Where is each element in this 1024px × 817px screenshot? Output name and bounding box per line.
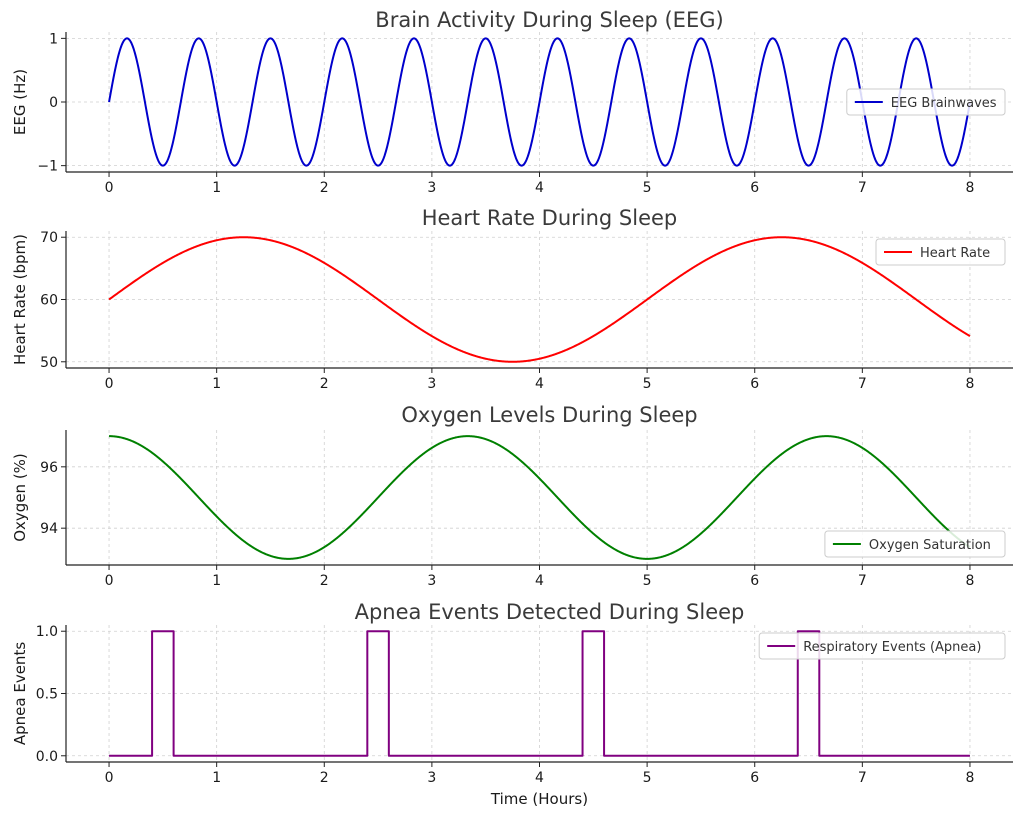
x-tick-label: 8 bbox=[965, 770, 974, 786]
x-tick-label: 1 bbox=[212, 376, 221, 392]
legend-label: Heart Rate bbox=[920, 246, 990, 261]
x-tick-label: 7 bbox=[858, 180, 867, 196]
legend: Oxygen Saturation bbox=[824, 530, 1006, 558]
x-tick-label: 0 bbox=[105, 770, 114, 786]
x-tick-label: 2 bbox=[320, 573, 329, 589]
x-tick-label: 6 bbox=[750, 180, 759, 196]
y-tick-label: 50 bbox=[40, 355, 58, 371]
y-tick-label: −1 bbox=[37, 159, 58, 175]
legend-box bbox=[824, 530, 1006, 558]
legend-box bbox=[875, 238, 1006, 266]
y-tick-label: 0 bbox=[49, 95, 58, 111]
x-tick-label: 4 bbox=[535, 770, 544, 786]
y-axis-label: Oxygen (%) bbox=[11, 453, 29, 542]
y-tick-label: 96 bbox=[40, 460, 58, 476]
series-line bbox=[108, 236, 971, 363]
x-tick-label: 7 bbox=[858, 376, 867, 392]
series-line bbox=[108, 435, 971, 560]
x-tick-label: 5 bbox=[643, 573, 652, 589]
x-tick-label: 5 bbox=[643, 376, 652, 392]
y-tick-label: 1.0 bbox=[36, 624, 58, 640]
x-tick-label: 5 bbox=[643, 180, 652, 196]
y-tick-label: 1 bbox=[49, 31, 58, 47]
x-tick-label: 3 bbox=[427, 770, 436, 786]
y-axis-label: Apnea Events bbox=[11, 642, 29, 745]
x-tick-label: 6 bbox=[750, 376, 759, 392]
legend: Respiratory Events (Apnea) bbox=[758, 632, 1006, 660]
legend: Heart Rate bbox=[875, 238, 1006, 266]
x-tick-label: 4 bbox=[535, 180, 544, 196]
x-tick-label: 1 bbox=[212, 573, 221, 589]
subplot-2: 0 1 2 3 4 5 6 7 8 50 60 70 Heart Rate During Sleep He… bbox=[11, 206, 1013, 392]
x-tick-label: 0 bbox=[105, 180, 114, 196]
x-tick-label: 3 bbox=[427, 180, 436, 196]
legend-label: EEG Brainwaves bbox=[891, 96, 997, 111]
x-tick-label: 7 bbox=[858, 770, 867, 786]
subplot-4: 0 1 2 3 4 5 6 7 8 0.0 0.5 1.0 Apnea Events Detected … bbox=[11, 600, 1013, 808]
x-tick-label: 0 bbox=[105, 573, 114, 589]
x-axis-label: Time (Hours) bbox=[490, 790, 588, 808]
x-tick-label: 2 bbox=[320, 770, 329, 786]
chart-title: Brain Activity During Sleep (EEG) bbox=[375, 8, 723, 32]
chart-title: Oxygen Levels During Sleep bbox=[401, 403, 697, 427]
y-tick-label: 60 bbox=[40, 293, 58, 309]
x-tick-label: 6 bbox=[750, 770, 759, 786]
y-axis-label: EEG (Hz) bbox=[11, 69, 29, 135]
x-tick-label: 1 bbox=[212, 180, 221, 196]
x-tick-label: 5 bbox=[643, 770, 652, 786]
y-axis-label: Heart Rate (bpm) bbox=[11, 234, 29, 365]
x-tick-label: 6 bbox=[750, 573, 759, 589]
legend: EEG Brainwaves bbox=[846, 88, 1006, 116]
x-tick-label: 2 bbox=[320, 180, 329, 196]
x-tick-label: 2 bbox=[320, 376, 329, 392]
x-tick-label: 8 bbox=[965, 180, 974, 196]
legend-box bbox=[758, 632, 1006, 660]
x-tick-label: 4 bbox=[535, 573, 544, 589]
legend-label: Oxygen Saturation bbox=[869, 538, 991, 553]
y-tick-label: 0.5 bbox=[36, 687, 58, 703]
y-tick-label: 70 bbox=[40, 230, 58, 246]
x-tick-label: 3 bbox=[427, 573, 436, 589]
chart-title: Apnea Events Detected During Sleep bbox=[355, 600, 745, 624]
y-tick-label: 94 bbox=[40, 521, 58, 537]
subplot-1: 0 1 2 3 4 5 6 7 8 −1 0 1 Brain Activity During Sleep… bbox=[11, 8, 1013, 196]
x-tick-label: 8 bbox=[965, 573, 974, 589]
y-tick-label: 0.0 bbox=[36, 749, 58, 765]
x-tick-label: 3 bbox=[427, 376, 436, 392]
legend-label: Respiratory Events (Apnea) bbox=[803, 640, 981, 655]
series-line bbox=[108, 37, 971, 167]
x-tick-label: 8 bbox=[965, 376, 974, 392]
subplot-3: 0 1 2 3 4 5 6 7 8 94 96 Oxygen Levels During Sleep O… bbox=[11, 403, 1013, 589]
chart-title: Heart Rate During Sleep bbox=[422, 206, 678, 230]
x-tick-label: 7 bbox=[858, 573, 867, 589]
legend-box bbox=[846, 88, 1006, 116]
series-line bbox=[109, 630, 970, 757]
x-tick-label: 1 bbox=[212, 770, 221, 786]
x-tick-label: 4 bbox=[535, 376, 544, 392]
x-tick-label: 0 bbox=[105, 376, 114, 392]
